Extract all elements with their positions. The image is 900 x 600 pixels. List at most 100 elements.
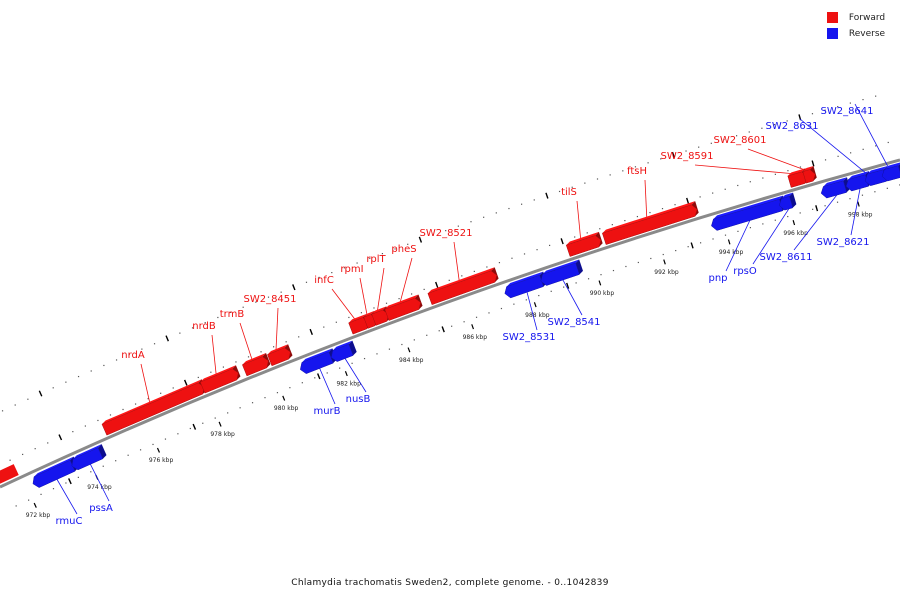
lane-dot [160, 392, 162, 394]
gene-sw2-8451[interactable] [267, 344, 293, 367]
lane-dot [134, 403, 137, 405]
lane-tick [671, 151, 675, 159]
lane-dot [749, 181, 751, 183]
scale-tick [407, 347, 411, 353]
lane-dot [164, 438, 167, 440]
lane-dot [837, 105, 839, 108]
gene-nusb[interactable] [330, 340, 357, 362]
gene-nrda[interactable] [101, 379, 207, 436]
lane-dot [97, 419, 99, 422]
gene-trmb[interactable] [242, 353, 271, 377]
legend-item-forward: Forward [827, 10, 890, 25]
gene-sw2-8541[interactable] [540, 259, 583, 286]
scale-label: 982 kbp [336, 381, 361, 388]
gene-label-nrdb: nrdB [192, 321, 216, 332]
lane-dot [525, 299, 527, 301]
gene-label-sw2-8611: SW2_8611 [759, 252, 812, 263]
lane-dot [675, 249, 677, 252]
lane-dot [875, 145, 877, 147]
lane-dot [432, 234, 434, 236]
lane-dot [407, 243, 409, 245]
forward-block-top [602, 201, 696, 234]
lane-dot [376, 353, 378, 355]
gene-label-murb: murB [313, 406, 340, 417]
forward-block-top [371, 306, 387, 315]
gene-tils[interactable] [565, 231, 603, 257]
gene-rpso[interactable] [778, 192, 797, 211]
lane-dot [251, 402, 254, 404]
lane-dot [475, 316, 478, 318]
lane-dot [799, 166, 802, 168]
lane-dot [247, 356, 250, 358]
reverse-block-top [34, 456, 74, 477]
gene-phes[interactable] [384, 294, 423, 321]
gene-label-phes: pheS [391, 244, 416, 255]
lane-dot [401, 343, 403, 346]
scale-tick [344, 371, 348, 377]
lane-dot [571, 186, 573, 188]
lane-dot [625, 265, 627, 268]
gene-nrdb[interactable] [199, 365, 241, 394]
lane-dot [381, 252, 384, 255]
lane-tick [165, 335, 170, 342]
gene-label-nusb: nusB [346, 394, 371, 405]
gene-ftsh[interactable] [602, 201, 699, 245]
forward-block-top [427, 267, 495, 294]
lane-dot [445, 230, 447, 232]
lane-dot [28, 499, 30, 501]
leader-line [725, 220, 751, 272]
scale-tick [156, 447, 161, 453]
lane-dot [837, 155, 839, 157]
gene-label-rpso: rpsO [733, 266, 757, 277]
lane-dot [360, 312, 363, 314]
gene-label-sw2-8531: SW2_8531 [502, 332, 555, 343]
scale-label: 984 kbp [399, 357, 424, 364]
lane-dot [84, 425, 86, 427]
leader-line [239, 322, 253, 361]
lane-dot [363, 357, 366, 360]
lane-dot [574, 236, 576, 238]
gene-sw2-8601[interactable] [802, 165, 817, 184]
lane-dot [886, 187, 888, 189]
scale-labels: 972 kbp 974 kbp 976 kbp 978 kbp 980 kbp 982 k… [26, 201, 873, 519]
lane-dot [411, 293, 413, 295]
lane-dot [189, 427, 191, 430]
lane-dot [698, 146, 700, 148]
legend-label-forward: Forward [848, 12, 886, 23]
leader-line [56, 479, 78, 515]
leader-line [376, 267, 385, 313]
lane-dot [388, 348, 391, 350]
lane-dot [191, 327, 194, 329]
lane-tick [317, 373, 321, 380]
lane-dot [761, 127, 763, 129]
lane-dot [511, 257, 513, 259]
lane-dot [600, 274, 602, 276]
scale-tick [282, 395, 286, 401]
lane-dot [575, 282, 577, 284]
gene-pssa[interactable] [71, 444, 107, 471]
lane-dot [712, 192, 714, 194]
leader-line [90, 464, 110, 502]
lane-dot [280, 291, 282, 293]
gene-label-trmb: trmB [220, 309, 245, 320]
scale-tick [857, 201, 860, 207]
gene-sw2-8521[interactable] [427, 267, 499, 305]
forward-block-top [384, 294, 419, 310]
lane-dot [674, 204, 676, 206]
forward-block-top [348, 313, 367, 323]
reverse-block-front [864, 169, 887, 186]
gene-pnp[interactable] [711, 195, 787, 231]
gene-sw2-8641[interactable] [881, 162, 900, 182]
lane-dot [736, 135, 738, 137]
lane-dot [685, 150, 687, 152]
scale-label: 980 kbp [274, 405, 299, 412]
lane-dot [811, 113, 814, 115]
gene-sw2-8621[interactable] [845, 171, 873, 192]
forward-swatch [827, 12, 838, 23]
lane-tick [292, 284, 296, 291]
lane-dot [152, 443, 154, 446]
lane-dot [550, 290, 552, 292]
lane-dot [301, 382, 303, 384]
genes [0, 162, 900, 488]
